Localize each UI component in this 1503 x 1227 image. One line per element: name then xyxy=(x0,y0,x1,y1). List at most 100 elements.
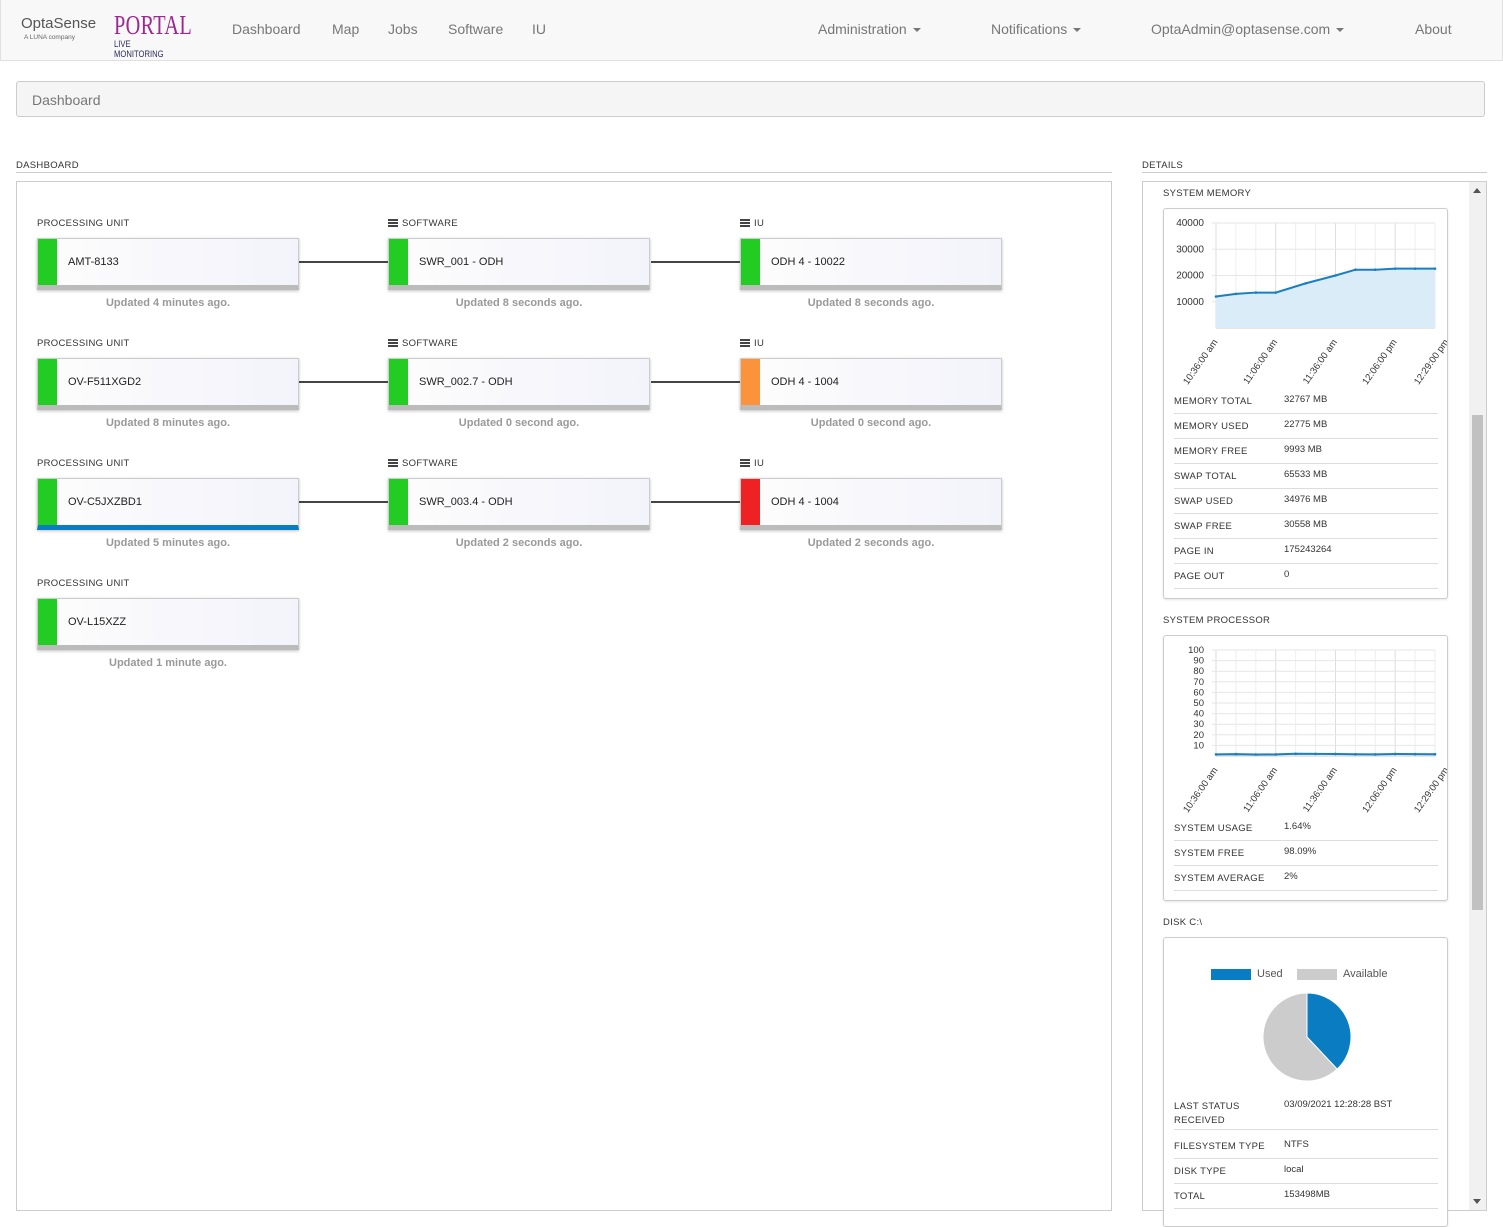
y-tick-label: 60 xyxy=(1193,687,1204,698)
node-label-text: SOFTWARE xyxy=(402,458,458,469)
disk-row-last-status: LAST STATUS RECEIVED 03/09/2021 12:28:28… xyxy=(1174,1093,1438,1130)
detail-value: 30558 MB xyxy=(1284,519,1328,530)
software-node[interactable]: SWR_002.7 - ODH xyxy=(388,358,650,410)
status-indicator xyxy=(389,359,408,405)
data-point xyxy=(1433,267,1437,270)
detail-key: MEMORY FREE xyxy=(1174,446,1248,457)
processing-unit-node[interactable]: OV-L15XZZ xyxy=(37,598,299,650)
processing-unit-label: PROCESSING UNIT xyxy=(37,338,130,349)
brand-logo[interactable]: OptaSense A LUNA company PORTAL LIVE MON… xyxy=(21,10,192,59)
series-line xyxy=(1215,752,1436,756)
scroll-down-icon[interactable] xyxy=(1473,1199,1481,1204)
y-tick-label: 10 xyxy=(1193,740,1204,751)
data-point xyxy=(1354,268,1357,272)
scroll-thumb[interactable] xyxy=(1472,415,1483,910)
iu-node[interactable]: ODH 4 - 1004 xyxy=(740,478,1002,530)
breadcrumb-item[interactable]: Dashboard xyxy=(32,92,101,108)
node-name: SWR_002.7 - ODH xyxy=(419,376,513,388)
x-tick-label: 11:06:00 am xyxy=(1241,337,1280,386)
nav-notifications[interactable]: Notifications xyxy=(991,21,1082,37)
detail-value: 2% xyxy=(1284,871,1298,882)
data-point xyxy=(1334,274,1337,277)
connector-line xyxy=(299,381,388,383)
caret-down-icon xyxy=(912,28,921,33)
node-updated-text: Updated 4 minutes ago. xyxy=(105,297,231,309)
nav-about[interactable]: About xyxy=(1415,21,1452,37)
status-indicator xyxy=(389,239,408,285)
detail-value: NTFS xyxy=(1284,1139,1309,1150)
nav-software[interactable]: Software xyxy=(448,21,504,37)
details-scrollbar[interactable] xyxy=(1469,182,1486,1210)
status-indicator xyxy=(741,239,760,285)
data-point xyxy=(1254,753,1258,756)
node-updated-text: Updated 2 seconds ago. xyxy=(807,537,935,549)
y-tick-label: 80 xyxy=(1193,666,1204,677)
menu-icon[interactable] xyxy=(388,219,398,227)
y-tick-label: 40 xyxy=(1193,709,1204,720)
software-label: SOFTWARE xyxy=(388,218,458,229)
detail-row: PAGE OUT 0 xyxy=(1174,563,1438,589)
detail-key: PAGE IN xyxy=(1174,546,1214,557)
memory-chart: 10000 20000 30000 40000 10:36:00 am 11:06:00 … xyxy=(1176,218,1447,387)
menu-icon[interactable] xyxy=(740,459,750,467)
node-updated-text: Updated 8 minutes ago. xyxy=(105,417,231,429)
nav-user[interactable]: OptaAdmin@optasense.com xyxy=(1151,21,1345,37)
node-name: ODH 4 - 1004 xyxy=(771,376,839,388)
detail-row: MEMORY FREE 9993 MB xyxy=(1174,438,1438,464)
nav-dashboard[interactable]: Dashboard xyxy=(232,21,301,37)
x-tick-label: 11:36:00 am xyxy=(1301,337,1340,386)
iu-node[interactable]: ODH 4 - 1004 xyxy=(740,358,1002,410)
breadcrumb: Dashboard xyxy=(16,81,1485,117)
processing-unit-node[interactable]: OV-C5JXZBD1 xyxy=(37,478,299,530)
navbar: OptaSense A LUNA company PORTAL LIVE MON… xyxy=(0,0,1503,61)
node-name: OV-L15XZZ xyxy=(68,616,127,628)
data-point xyxy=(1413,752,1417,756)
nav-map[interactable]: Map xyxy=(332,21,360,37)
connector-line xyxy=(299,501,388,503)
node-updated-text: Updated 8 seconds ago. xyxy=(807,297,935,309)
detail-key: SWAP USED xyxy=(1174,496,1234,507)
menu-icon[interactable] xyxy=(388,339,398,347)
node-label-text: PROCESSING UNIT xyxy=(37,578,130,589)
iu-node[interactable]: ODH 4 - 10022 xyxy=(740,238,1002,290)
nav-iu[interactable]: IU xyxy=(532,21,546,37)
detail-value: 22775 MB xyxy=(1284,419,1328,430)
nav-administration[interactable]: Administration xyxy=(818,21,921,37)
detail-value: 153498MB xyxy=(1284,1189,1330,1200)
iu-label: IU xyxy=(740,458,764,469)
menu-icon[interactable] xyxy=(388,459,398,467)
processing-unit-label: PROCESSING UNIT xyxy=(37,578,130,589)
nav-jobs[interactable]: Jobs xyxy=(388,21,418,37)
brand-sub: A LUNA company xyxy=(24,34,75,41)
processing-unit-node[interactable]: AMT-8133 xyxy=(37,238,299,290)
detail-key: MEMORY TOTAL xyxy=(1174,396,1253,407)
iu-label: IU xyxy=(740,338,764,349)
system-processor-title: SYSTEM PROCESSOR xyxy=(1163,615,1271,626)
data-point xyxy=(1373,268,1377,272)
software-node[interactable]: SWR_003.4 - ODH xyxy=(388,478,650,530)
detail-row: SWAP FREE 30558 MB xyxy=(1174,513,1438,539)
system-memory-card: 10000 20000 30000 40000 10:36:00 am 11:06:00 … xyxy=(1163,208,1448,599)
details-title: DETAILS xyxy=(1142,160,1183,171)
x-tick-label: 12:29:00 pm xyxy=(1412,337,1447,387)
pie-slice xyxy=(1306,992,1352,1070)
menu-icon[interactable] xyxy=(740,219,750,227)
detail-row: PAGE IN 175243264 xyxy=(1174,538,1438,564)
processing-unit-node[interactable]: OV-F511XGD2 xyxy=(37,358,299,410)
detail-key: SYSTEM USAGE xyxy=(1174,823,1253,834)
detail-key: PAGE OUT xyxy=(1174,571,1225,582)
data-point xyxy=(1294,752,1297,756)
node-name: OV-C5JXZBD1 xyxy=(68,496,142,508)
detail-key: MEMORY USED xyxy=(1174,421,1249,432)
data-point xyxy=(1393,752,1397,756)
divider xyxy=(16,172,1112,173)
x-tick-label: 10:36:00 am xyxy=(1181,337,1220,387)
data-point xyxy=(1373,753,1377,756)
menu-icon[interactable] xyxy=(740,339,750,347)
detail-key: SYSTEM FREE xyxy=(1174,848,1245,859)
detail-row: SYSTEM AVERAGE 2% xyxy=(1174,865,1438,891)
y-tick-label: 20 xyxy=(1193,730,1204,741)
software-node[interactable]: SWR_001 - ODH xyxy=(388,238,650,290)
scroll-up-icon[interactable] xyxy=(1473,188,1481,193)
